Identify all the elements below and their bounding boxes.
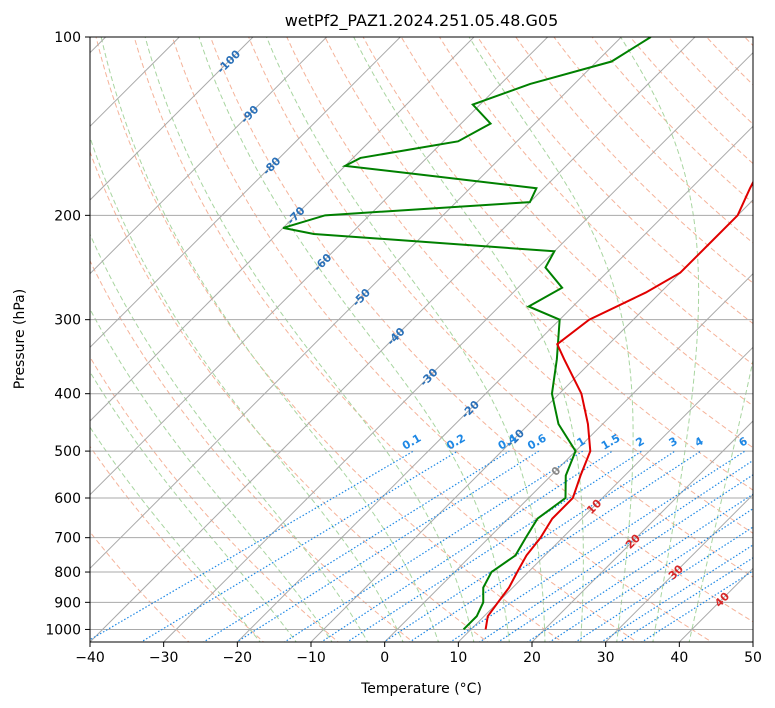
dry-adiabat [171, 37, 713, 642]
dry-adiabat [362, 37, 753, 449]
moist-adiabat [90, 370, 297, 642]
mixing-ratio-line [202, 450, 510, 642]
moist-adiabat [100, 37, 440, 642]
y-tick-label: 500 [54, 444, 81, 460]
mixing-ratio-line [526, 493, 753, 642]
isotherm-line [90, 37, 549, 496]
y-axis: 100 200 300 400 500 600 700 800 900 1000 [45, 30, 90, 638]
x-axis: −40 −30 −20 −10 0 10 20 30 40 50 [75, 642, 762, 666]
x-tick-label: 40 [670, 650, 688, 666]
mixing-ratio-line [618, 557, 753, 642]
dry-adiabat [438, 37, 753, 366]
mixing-ratio-lines [90, 450, 753, 642]
mixing-ratio-line [382, 450, 676, 642]
dry-adiabat [90, 150, 489, 642]
dry-adiabat [324, 37, 753, 491]
mixing-ratio-line [548, 507, 753, 642]
isotherm-line [90, 37, 402, 349]
mixing-ratio-line [497, 474, 753, 642]
x-tick-label: 10 [449, 650, 467, 666]
dry-adiabat [248, 37, 753, 578]
isotherm-line [90, 37, 328, 275]
y-tick-label: 100 [54, 30, 81, 46]
x-axis-title: Temperature (°C) [360, 681, 482, 697]
isotherm-line [90, 37, 696, 642]
mixing-ratio-line [283, 450, 584, 642]
y-tick-label: 1000 [45, 622, 81, 638]
isotherm-line [457, 346, 753, 642]
mixing-ratio-line [478, 459, 753, 642]
y-tick-label: 600 [54, 491, 81, 507]
y-tick-label: 200 [54, 208, 81, 224]
isotherm-line [310, 199, 753, 642]
plot-frame [89, 36, 754, 643]
dry-adiabat [286, 37, 753, 534]
isotherm-line [604, 493, 753, 642]
mixing-ratio-line [90, 450, 414, 641]
x-tick-label: 30 [597, 650, 615, 666]
plot-area: -100-90-80-70-60-50-40-30-20-10010203040… [90, 37, 753, 642]
x-tick-label: −20 [223, 650, 253, 666]
x-tick-label: 50 [744, 650, 762, 666]
isotherm-line [162, 51, 753, 642]
mixing-ratio-line [140, 450, 459, 642]
y-tick-label: 800 [54, 565, 81, 581]
y-tick-label: 700 [54, 531, 81, 547]
isotherm-line [90, 37, 254, 201]
chart-title: wetPf2_PAZ1.2024.251.05.48.G05 [285, 11, 559, 31]
mixing-ratio-line [408, 450, 702, 642]
isotherm-line [531, 420, 753, 642]
y-tick-label: 900 [54, 595, 81, 611]
x-tick-label: 0 [380, 650, 389, 666]
dewpoint-line [282, 37, 652, 631]
moist-adiabat [90, 426, 261, 642]
mixing-ratio-line [640, 570, 753, 642]
y-tick-label: 400 [54, 387, 81, 403]
temperature-line [484, 180, 753, 630]
isotherm-line [236, 125, 753, 642]
isotherm-line [90, 37, 623, 570]
mixing-ratio-line [600, 544, 753, 642]
isotherm-line [90, 37, 475, 422]
mixing-ratio-line [235, 450, 540, 642]
y-axis-title: Pressure (hPa) [12, 289, 28, 389]
x-tick-label: −10 [296, 650, 326, 666]
x-tick-label: 20 [523, 650, 541, 666]
isotherm-line [383, 272, 753, 642]
x-tick-label: −40 [75, 650, 105, 666]
isotherms [90, 37, 753, 642]
x-tick-label: −30 [149, 650, 179, 666]
isobars [90, 37, 753, 630]
y-tick-label: 300 [54, 313, 81, 329]
mixing-ratio-line [320, 450, 613, 642]
